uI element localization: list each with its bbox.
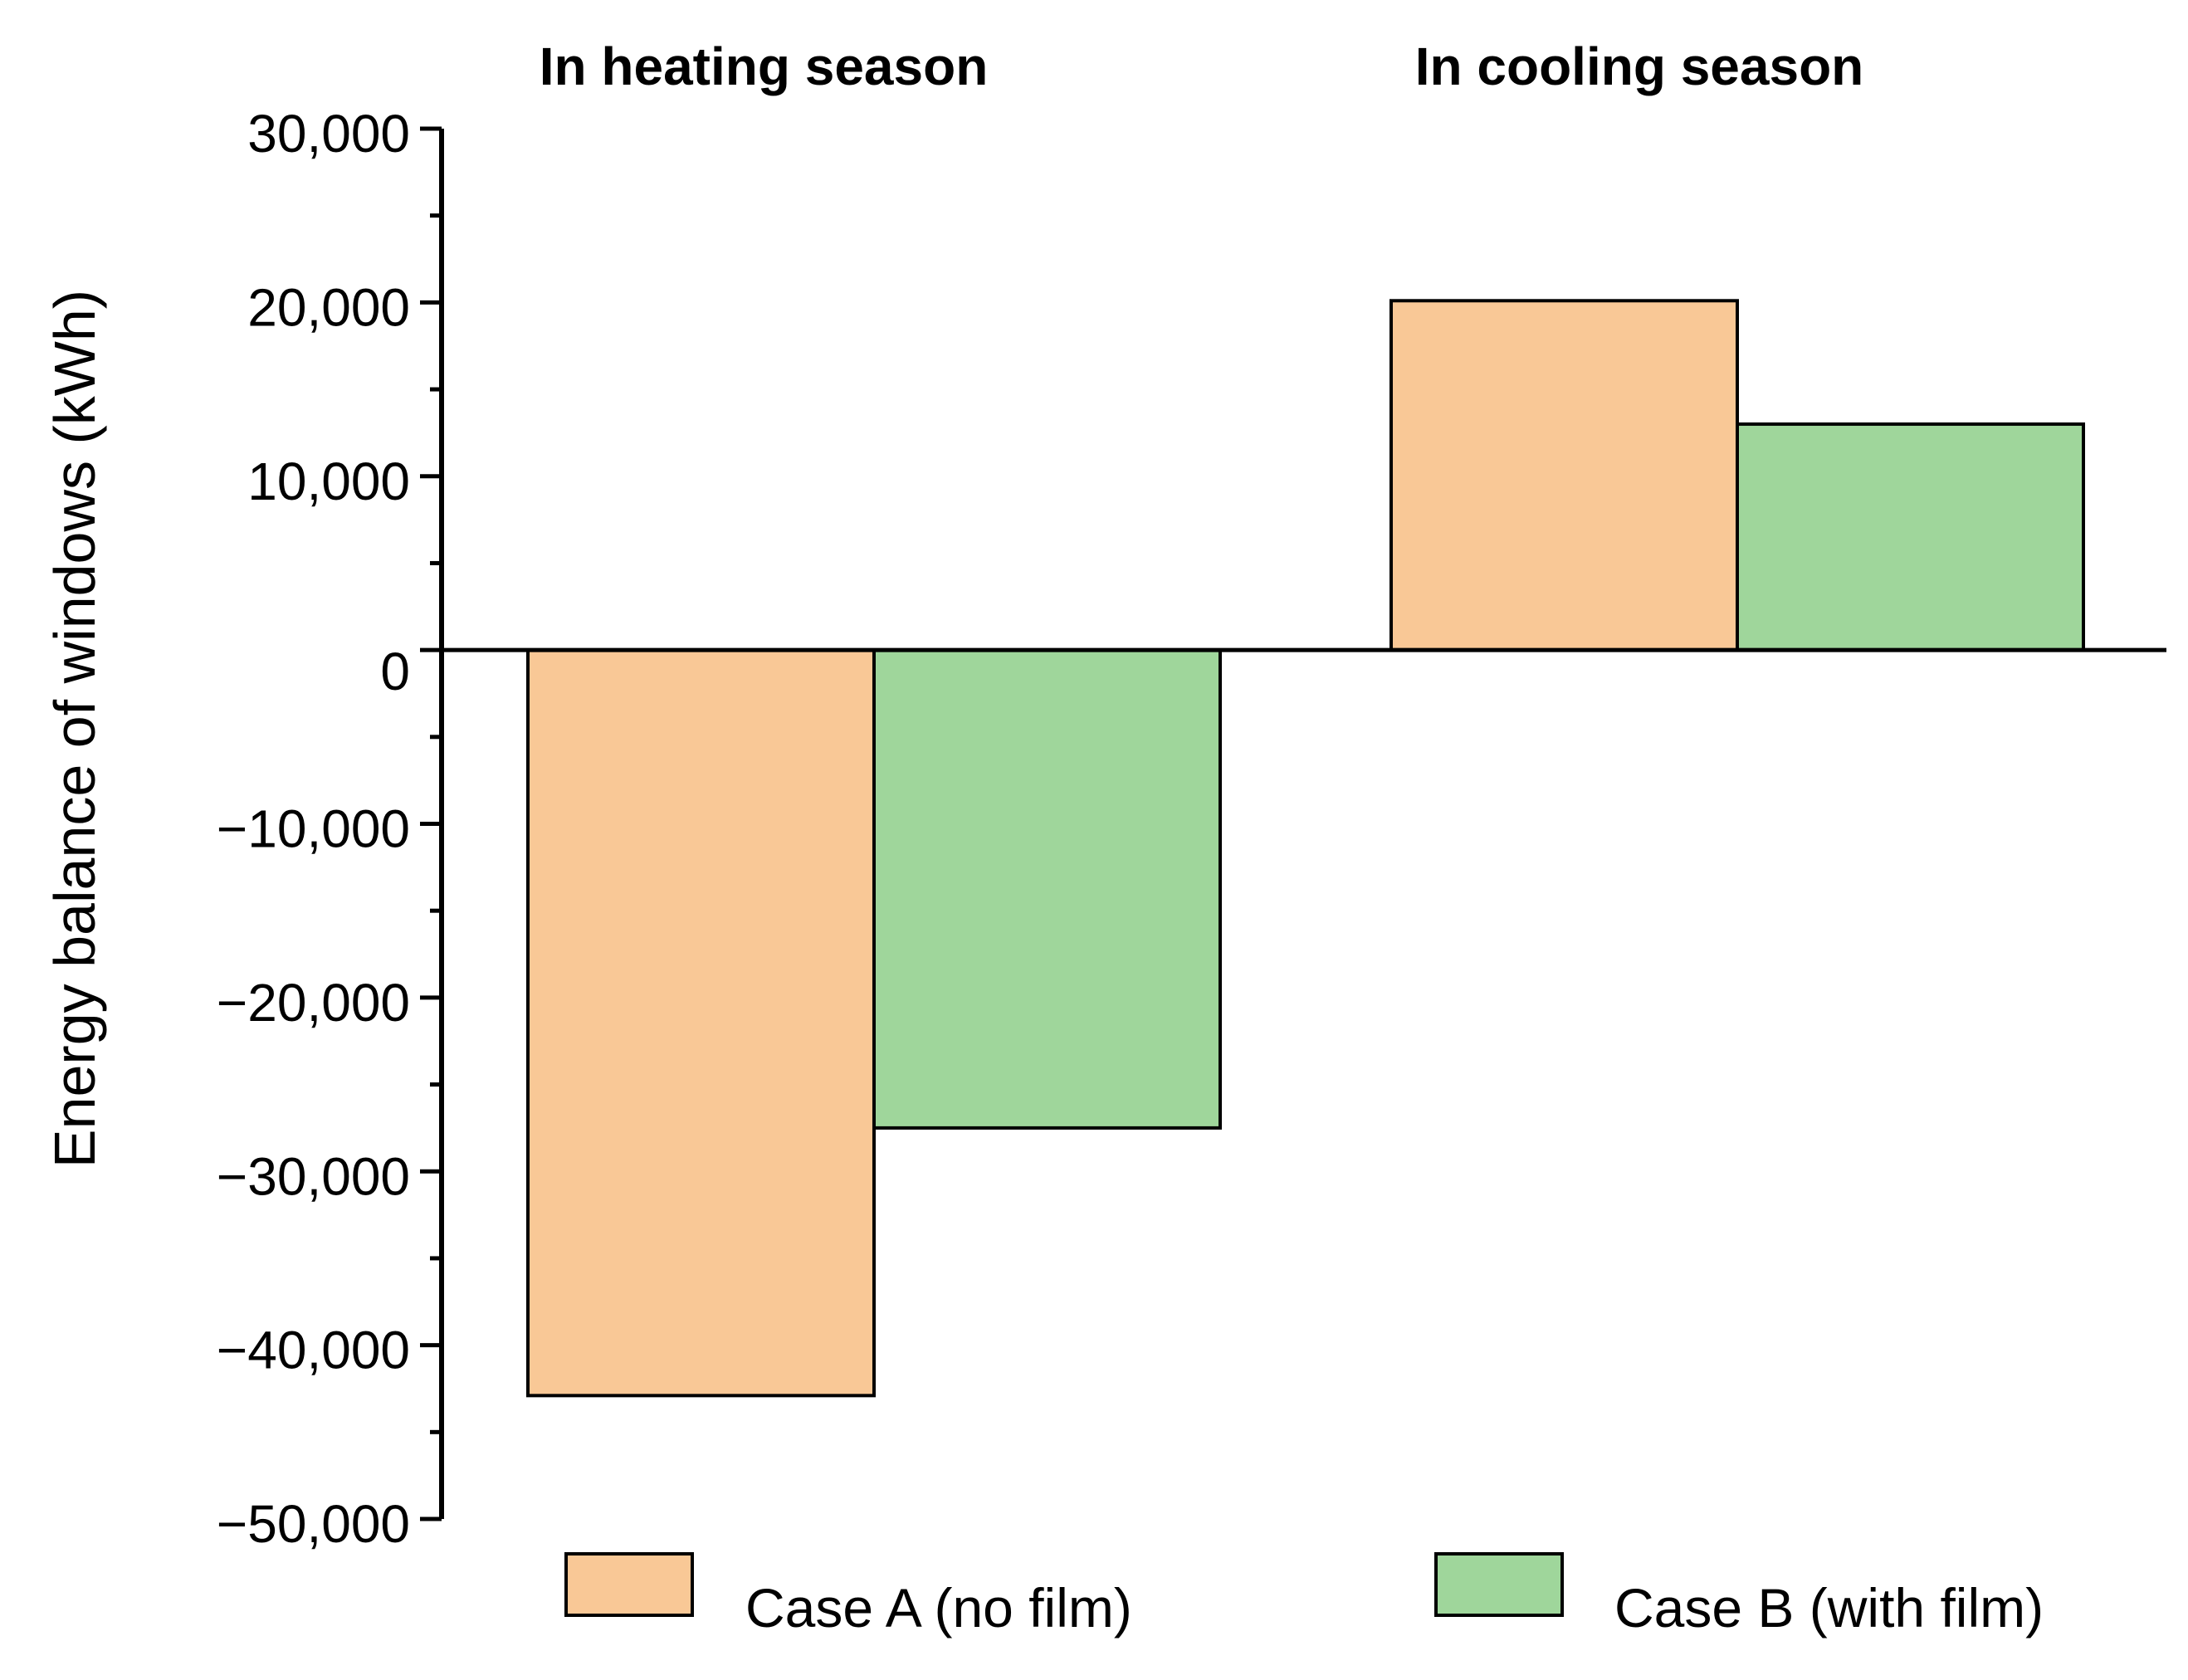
y-tick-label: 0	[380, 642, 410, 701]
bar-heating-case-b	[872, 648, 1222, 1130]
y-tick-label: −10,000	[217, 799, 410, 859]
y-axis: 30,000 20,000 10,000 0 −10,000 −20,000 −30,000…	[217, 104, 444, 1554]
y-tick-label: −50,000	[217, 1494, 410, 1554]
y-axis-title: Energy balance of windows (kWh)	[42, 290, 107, 1168]
bar-cooling-case-b	[1736, 422, 2085, 652]
y-tick-label: −40,000	[217, 1321, 410, 1380]
y-tick-label: −20,000	[217, 973, 410, 1033]
legend: Case A (no film) Case B (with film)	[564, 1552, 2044, 1638]
y-tick-label: 30,000	[247, 104, 410, 164]
legend-label-case-a: Case A (no film)	[745, 1577, 1132, 1638]
legend-swatch-case-b	[1434, 1552, 1564, 1617]
y-tick-label: 20,000	[247, 277, 410, 337]
bar-cooling-case-a	[1389, 299, 1739, 652]
group-title-cooling: In cooling season	[1415, 37, 1864, 96]
bars	[526, 299, 2085, 1398]
bar-heating-case-a	[526, 648, 876, 1398]
y-tick-label: 10,000	[247, 452, 410, 511]
y-tick-label: −30,000	[217, 1146, 410, 1206]
legend-swatch-case-a	[564, 1552, 694, 1617]
legend-label-case-b: Case B (with film)	[1614, 1577, 2044, 1638]
group-title-heating: In heating season	[540, 37, 989, 96]
